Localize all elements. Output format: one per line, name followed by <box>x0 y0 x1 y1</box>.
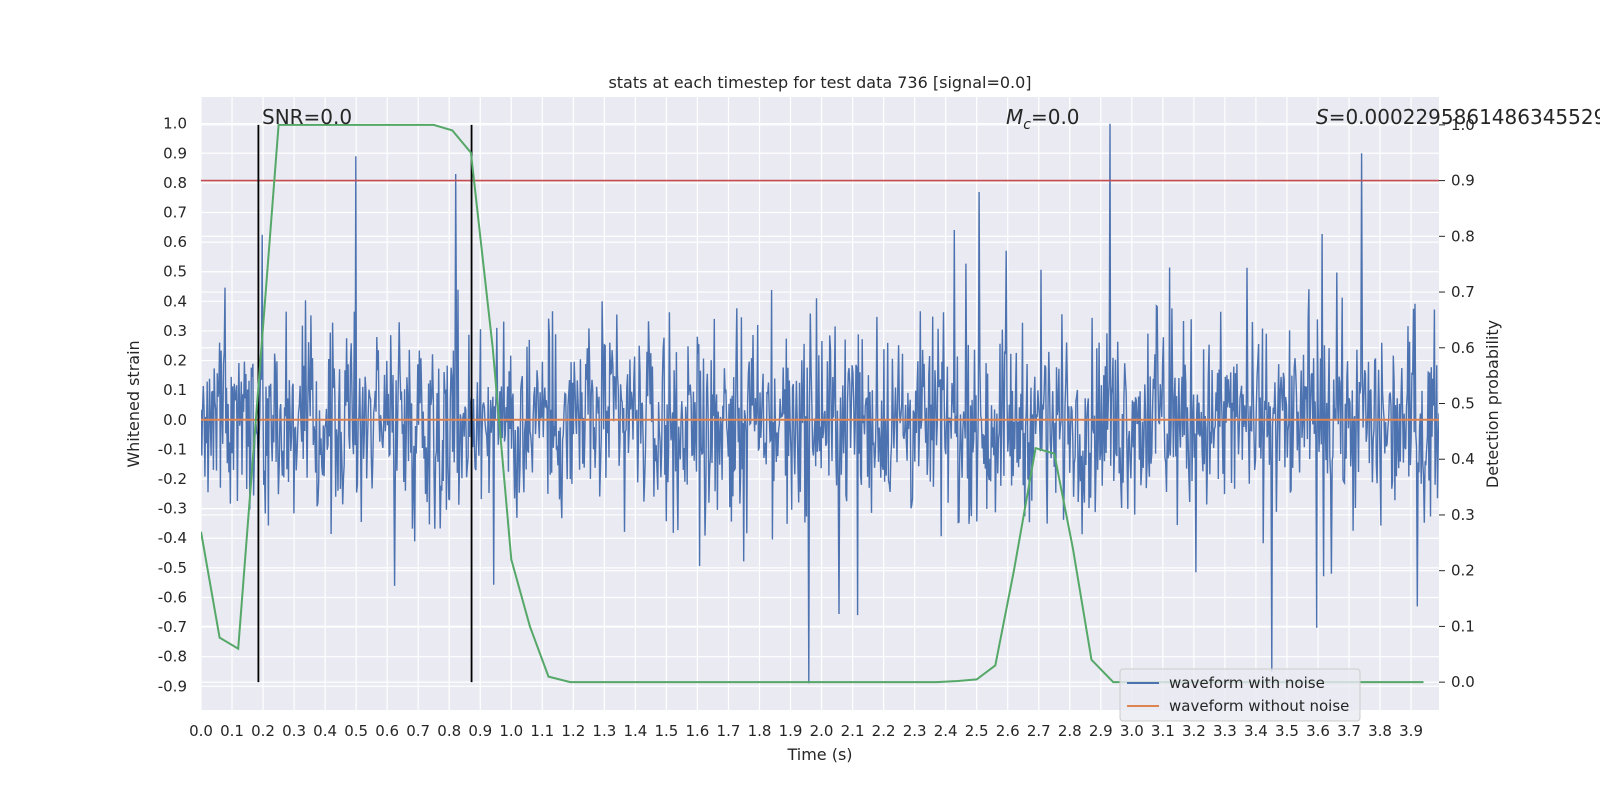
x-tick-label: 0.4 <box>313 722 337 740</box>
x-tick-label: 0.6 <box>375 722 399 740</box>
y-tick-label-right: 0.4 <box>1451 450 1475 468</box>
mc-subscript: c <box>1023 117 1031 133</box>
y-axis-label-left: Whitened strain <box>124 340 143 467</box>
x-tick-label: 2.3 <box>903 722 927 740</box>
y-tick-label-left: 0.6 <box>163 233 187 251</box>
x-axis-label: Time (s) <box>786 745 852 764</box>
s-symbol: S <box>1316 105 1329 129</box>
legend-label-waveform-without-noise: waveform without noise <box>1169 697 1349 715</box>
ticks: 0.0 0.1 0.2 0.3 0.4 0.5 0.6 0.7 0.8 0.9 1.0 1.1 1.2 1… <box>158 115 1475 740</box>
y-tick-label-left: -0.5 <box>158 559 187 577</box>
snr-annotation: SNR=0.0 <box>262 105 352 129</box>
y-tick-label-right: 0.0 <box>1451 673 1475 691</box>
series-line-detection-probability <box>201 123 1424 684</box>
s-value: =0.00022958614863455296 <box>1329 105 1600 129</box>
y-tick-label-right: 0.1 <box>1451 617 1475 635</box>
mc-symbol: M <box>1006 105 1023 129</box>
y-tick-label-left: 0.0 <box>163 411 187 429</box>
y-axis-label-right: Detection probability <box>1483 320 1502 488</box>
x-tick-label: 3.8 <box>1368 722 1392 740</box>
y-tick-label-left: 0.2 <box>163 352 187 370</box>
legend: waveform with noise waveform without noi… <box>1119 668 1361 722</box>
x-tick-label: 3.4 <box>1244 722 1268 740</box>
y-tick-label-left: 0.3 <box>163 322 187 340</box>
x-tick-label: 3.3 <box>1213 722 1237 740</box>
y-tick-label-right: 0.6 <box>1451 339 1475 357</box>
y-tick-label-left: -0.3 <box>158 500 187 518</box>
y-tick-label-left: 0.9 <box>163 144 187 162</box>
x-tick-label: 1.1 <box>530 722 554 740</box>
y-tick-label-left: 0.8 <box>163 174 187 192</box>
x-tick-label: 1.8 <box>748 722 772 740</box>
x-tick-label: 2.0 <box>810 722 834 740</box>
x-tick-label: 1.3 <box>592 722 616 740</box>
x-tick-label: 2.6 <box>996 722 1020 740</box>
x-tick-label: 3.1 <box>1151 722 1175 740</box>
legend-box <box>1119 668 1361 722</box>
y-tick-label-left: 0.7 <box>163 203 187 221</box>
y-tick-label-left: -0.4 <box>158 529 187 547</box>
y-tick-label-right: 1.0 <box>1451 116 1475 134</box>
x-tick-label: 2.4 <box>934 722 958 740</box>
y-tick-label-left: -0.9 <box>158 677 187 695</box>
y-tick-label-right: 0.2 <box>1451 562 1475 580</box>
x-tick-label: 2.5 <box>965 722 989 740</box>
chart-title: stats at each timestep for test data 736… <box>608 73 1031 92</box>
y-tick-label-right: 0.8 <box>1451 227 1475 245</box>
y-tick-label-left: -0.1 <box>158 440 187 458</box>
x-tick-label: 0.1 <box>220 722 244 740</box>
y-tick-label-right: 0.3 <box>1451 506 1475 524</box>
y-tick-label-left: -0.8 <box>158 648 187 666</box>
plot-clip <box>201 123 1439 684</box>
x-tick-label: 1.7 <box>717 722 741 740</box>
x-tick-label: 2.1 <box>841 722 865 740</box>
series-layer <box>201 123 1439 684</box>
x-tick-label: 2.9 <box>1089 722 1113 740</box>
x-tick-label: 1.6 <box>686 722 710 740</box>
x-tick-label: 1.4 <box>623 722 647 740</box>
x-tick-label: 1.9 <box>779 722 803 740</box>
x-tick-label: 0.7 <box>406 722 430 740</box>
y-tick-label-left: 0.5 <box>163 263 187 281</box>
x-tick-label: 0.9 <box>468 722 492 740</box>
x-tick-label: 1.2 <box>561 722 585 740</box>
legend-label-waveform-with-noise: waveform with noise <box>1169 674 1325 692</box>
y-tick-label-right: 0.5 <box>1451 395 1475 413</box>
x-tick-label: 2.2 <box>872 722 896 740</box>
series-line-waveform-with-noise <box>201 123 1439 684</box>
x-tick-label: 2.7 <box>1027 722 1051 740</box>
x-tick-label: 0.3 <box>282 722 306 740</box>
y-tick-label-left: 0.4 <box>163 292 187 310</box>
chirp-mass-annotation: Mc=0.0 <box>1006 105 1080 133</box>
x-tick-label: 3.2 <box>1182 722 1206 740</box>
s-annotation: S=0.00022958614863455296 <box>1316 105 1600 129</box>
x-tick-label: 0.8 <box>437 722 461 740</box>
x-tick-label: 3.0 <box>1120 722 1144 740</box>
y-tick-label-left: -0.7 <box>158 618 187 636</box>
x-tick-label: 2.8 <box>1058 722 1082 740</box>
y-tick-label-left: -0.6 <box>158 588 187 606</box>
mc-value: =0.0 <box>1031 105 1080 129</box>
x-tick-label: 1.0 <box>499 722 523 740</box>
y-tick-label-right: 0.9 <box>1451 172 1475 190</box>
x-tick-label: 0.0 <box>189 722 213 740</box>
x-tick-label: 3.7 <box>1337 722 1361 740</box>
x-tick-label: 3.6 <box>1306 722 1330 740</box>
y-tick-label-right: 0.7 <box>1451 283 1475 301</box>
y-tick-label-left: 0.1 <box>163 381 187 399</box>
x-tick-label: 1.5 <box>654 722 678 740</box>
y-tick-label-left: -0.2 <box>158 470 187 488</box>
y-tick-label-left: 1.0 <box>163 115 187 133</box>
x-tick-label: 0.5 <box>344 722 368 740</box>
x-tick-label: 3.9 <box>1399 722 1423 740</box>
x-tick-label: 0.2 <box>251 722 275 740</box>
x-tick-label: 3.5 <box>1275 722 1299 740</box>
